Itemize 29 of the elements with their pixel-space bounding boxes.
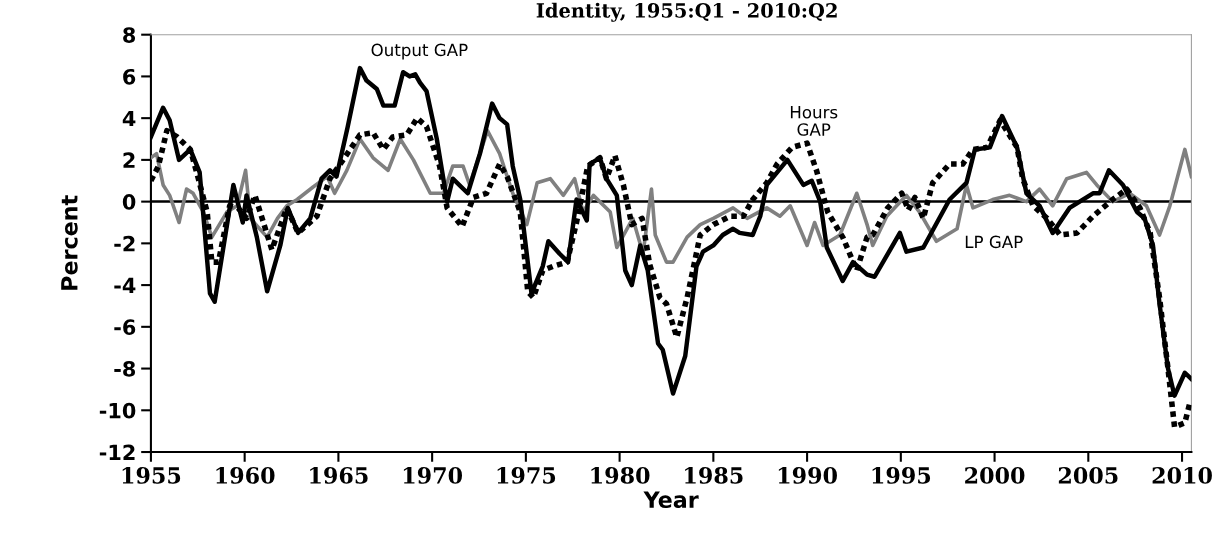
series-label: LP GAP <box>965 235 1023 249</box>
x-tick-label: 2000 <box>965 467 1025 484</box>
x-tick-label: 1990 <box>778 467 837 484</box>
y-tick-label: 2 <box>123 152 135 168</box>
y-tick-label: -6 <box>114 319 136 336</box>
series-label: Output GAP <box>371 43 468 60</box>
y-tick-label: -4 <box>114 277 136 294</box>
x-tick-label: 1980 <box>591 467 650 484</box>
x-tick-label: 1995 <box>872 467 931 484</box>
x-tick-label: 1955 <box>122 467 181 484</box>
y-tick-label: 4 <box>122 110 136 127</box>
chart-title: Identity, 1955:Q1 - 2010:Q2 <box>536 2 837 22</box>
y-tick-label: 8 <box>123 27 136 43</box>
y-tick-label: -10 <box>99 402 136 419</box>
y-tick-label: -8 <box>114 361 136 377</box>
x-tick-label: 2005 <box>1058 467 1118 484</box>
x-tick-label: 1985 <box>685 467 743 484</box>
x-tick-label: 2010 <box>1152 467 1212 484</box>
x-tick-label: 1975 <box>497 467 556 484</box>
x-tick-label: 1970 <box>403 467 463 484</box>
x-tick-label: 1960 <box>216 467 275 484</box>
y-tick-label: -2 <box>114 235 135 252</box>
series-label: Hours GAP <box>790 106 838 136</box>
x-tick-label: 1965 <box>310 467 368 484</box>
y-tick-label: 0 <box>122 194 136 210</box>
y-tick-label: -12 <box>99 444 135 460</box>
y-tick-label: 6 <box>123 68 136 85</box>
x-axis-title: Year <box>643 491 699 509</box>
y-axis-title: Percent <box>61 195 78 290</box>
